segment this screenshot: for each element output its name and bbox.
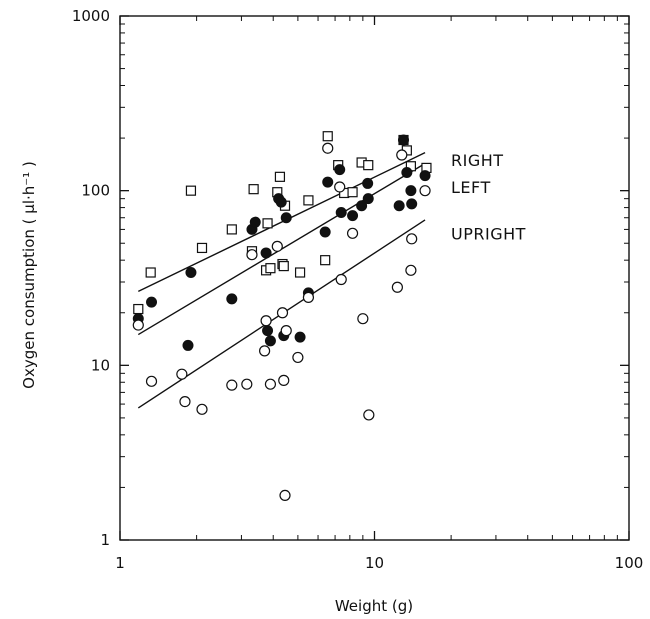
data-points [132,131,432,502]
open-square-point [248,184,259,195]
open-square-point [274,171,286,182]
y-tick-label: 1000 [72,7,110,25]
open-circle-point [226,379,238,391]
open-circle-point [246,249,258,261]
open-circle-point [276,307,289,319]
filled-circle-point [182,339,194,351]
filled-circle-point [347,210,359,222]
filled-circle-point [401,167,413,179]
open-circle-point [264,378,277,390]
filled-circle-point [356,200,368,212]
open-circle-point [391,281,403,293]
plot-frame [119,15,630,541]
open-circle-point [357,313,369,325]
filled-circle-point [405,185,417,197]
filled-circle-point [335,206,347,218]
open-circle-point [132,319,144,331]
filled-circle-point [406,198,418,210]
open-circle-point [280,325,292,337]
open-circle-point [176,368,188,380]
y-axis-ticks: 1 10 100 1000 [72,7,629,549]
annotation-left: LEFT [451,178,491,197]
open-circle-point [279,489,291,502]
open-square-point [320,255,331,266]
open-square-point [265,263,276,274]
x-tick-label: 10 [365,554,384,572]
filled-circle-point [226,293,238,305]
open-circle-point [419,185,431,197]
open-circle-point [405,264,417,276]
open-square-point [145,267,156,278]
filled-circle-point [362,177,374,189]
open-circle-point [145,375,158,387]
filled-circle-point [280,212,292,224]
filled-circle-point [146,296,158,308]
filled-circle-point [262,325,274,337]
open-circle-point [292,351,304,364]
filled-circle-point [397,134,409,146]
open-circle-point [241,378,253,390]
filled-circle-point [362,193,374,205]
open-circle-point [322,142,334,154]
open-square-point [278,260,289,272]
x-tick-label: 100 [615,554,644,572]
x-tick-label: 1 [115,554,125,572]
open-square-point [303,195,314,206]
open-circle-point [363,409,375,421]
x-axis-label: Weight (g) [335,597,413,615]
open-square-point [226,224,237,235]
open-square-point [262,218,273,229]
open-square-point [322,131,333,142]
open-circle-point [196,403,208,415]
filled-circle-point [419,170,431,182]
open-square-point [294,267,306,278]
open-circle-point [260,315,272,327]
filled-circle-point [249,216,261,228]
open-square-point [133,303,144,315]
y-tick-label: 10 [91,356,110,374]
open-circle-point [302,291,315,303]
filled-circle-point [319,226,331,238]
open-circle-point [335,273,347,286]
filled-circle-point [275,196,287,208]
plot-border [119,15,630,541]
open-square-point [185,185,197,196]
filled-circle-point [264,335,276,347]
filled-circle-point [260,247,272,259]
open-circle-point [179,395,191,408]
annotation-upright: UPRIGHT [451,224,526,243]
y-tick-label: 100 [81,182,110,200]
y-axis-label: Oxygen consumption ( μl·h⁻¹ ) [20,161,38,389]
filled-circle-point [393,200,405,212]
filled-circle-point [294,331,306,343]
filled-circle-point [322,176,334,188]
open-circle-point [396,149,408,161]
open-circle-point [346,227,359,239]
line-annotations: RIGHT LEFT UPRIGHT [451,151,526,243]
open-circle-point [271,240,283,252]
open-circle-point [334,181,346,193]
open-square-point [363,160,374,171]
filled-circle-point [185,267,197,279]
filled-circle-point [334,164,346,176]
open-circle-point [278,374,290,386]
fit-line-right [137,152,426,293]
annotation-right: RIGHT [451,151,504,170]
y-tick-label: 1 [100,531,110,549]
x-axis-ticks: 1 10 100 [115,16,643,572]
open-circle-point [259,345,271,357]
open-square-point [347,187,358,198]
open-circle-point [406,233,418,245]
open-square-point [196,242,208,254]
